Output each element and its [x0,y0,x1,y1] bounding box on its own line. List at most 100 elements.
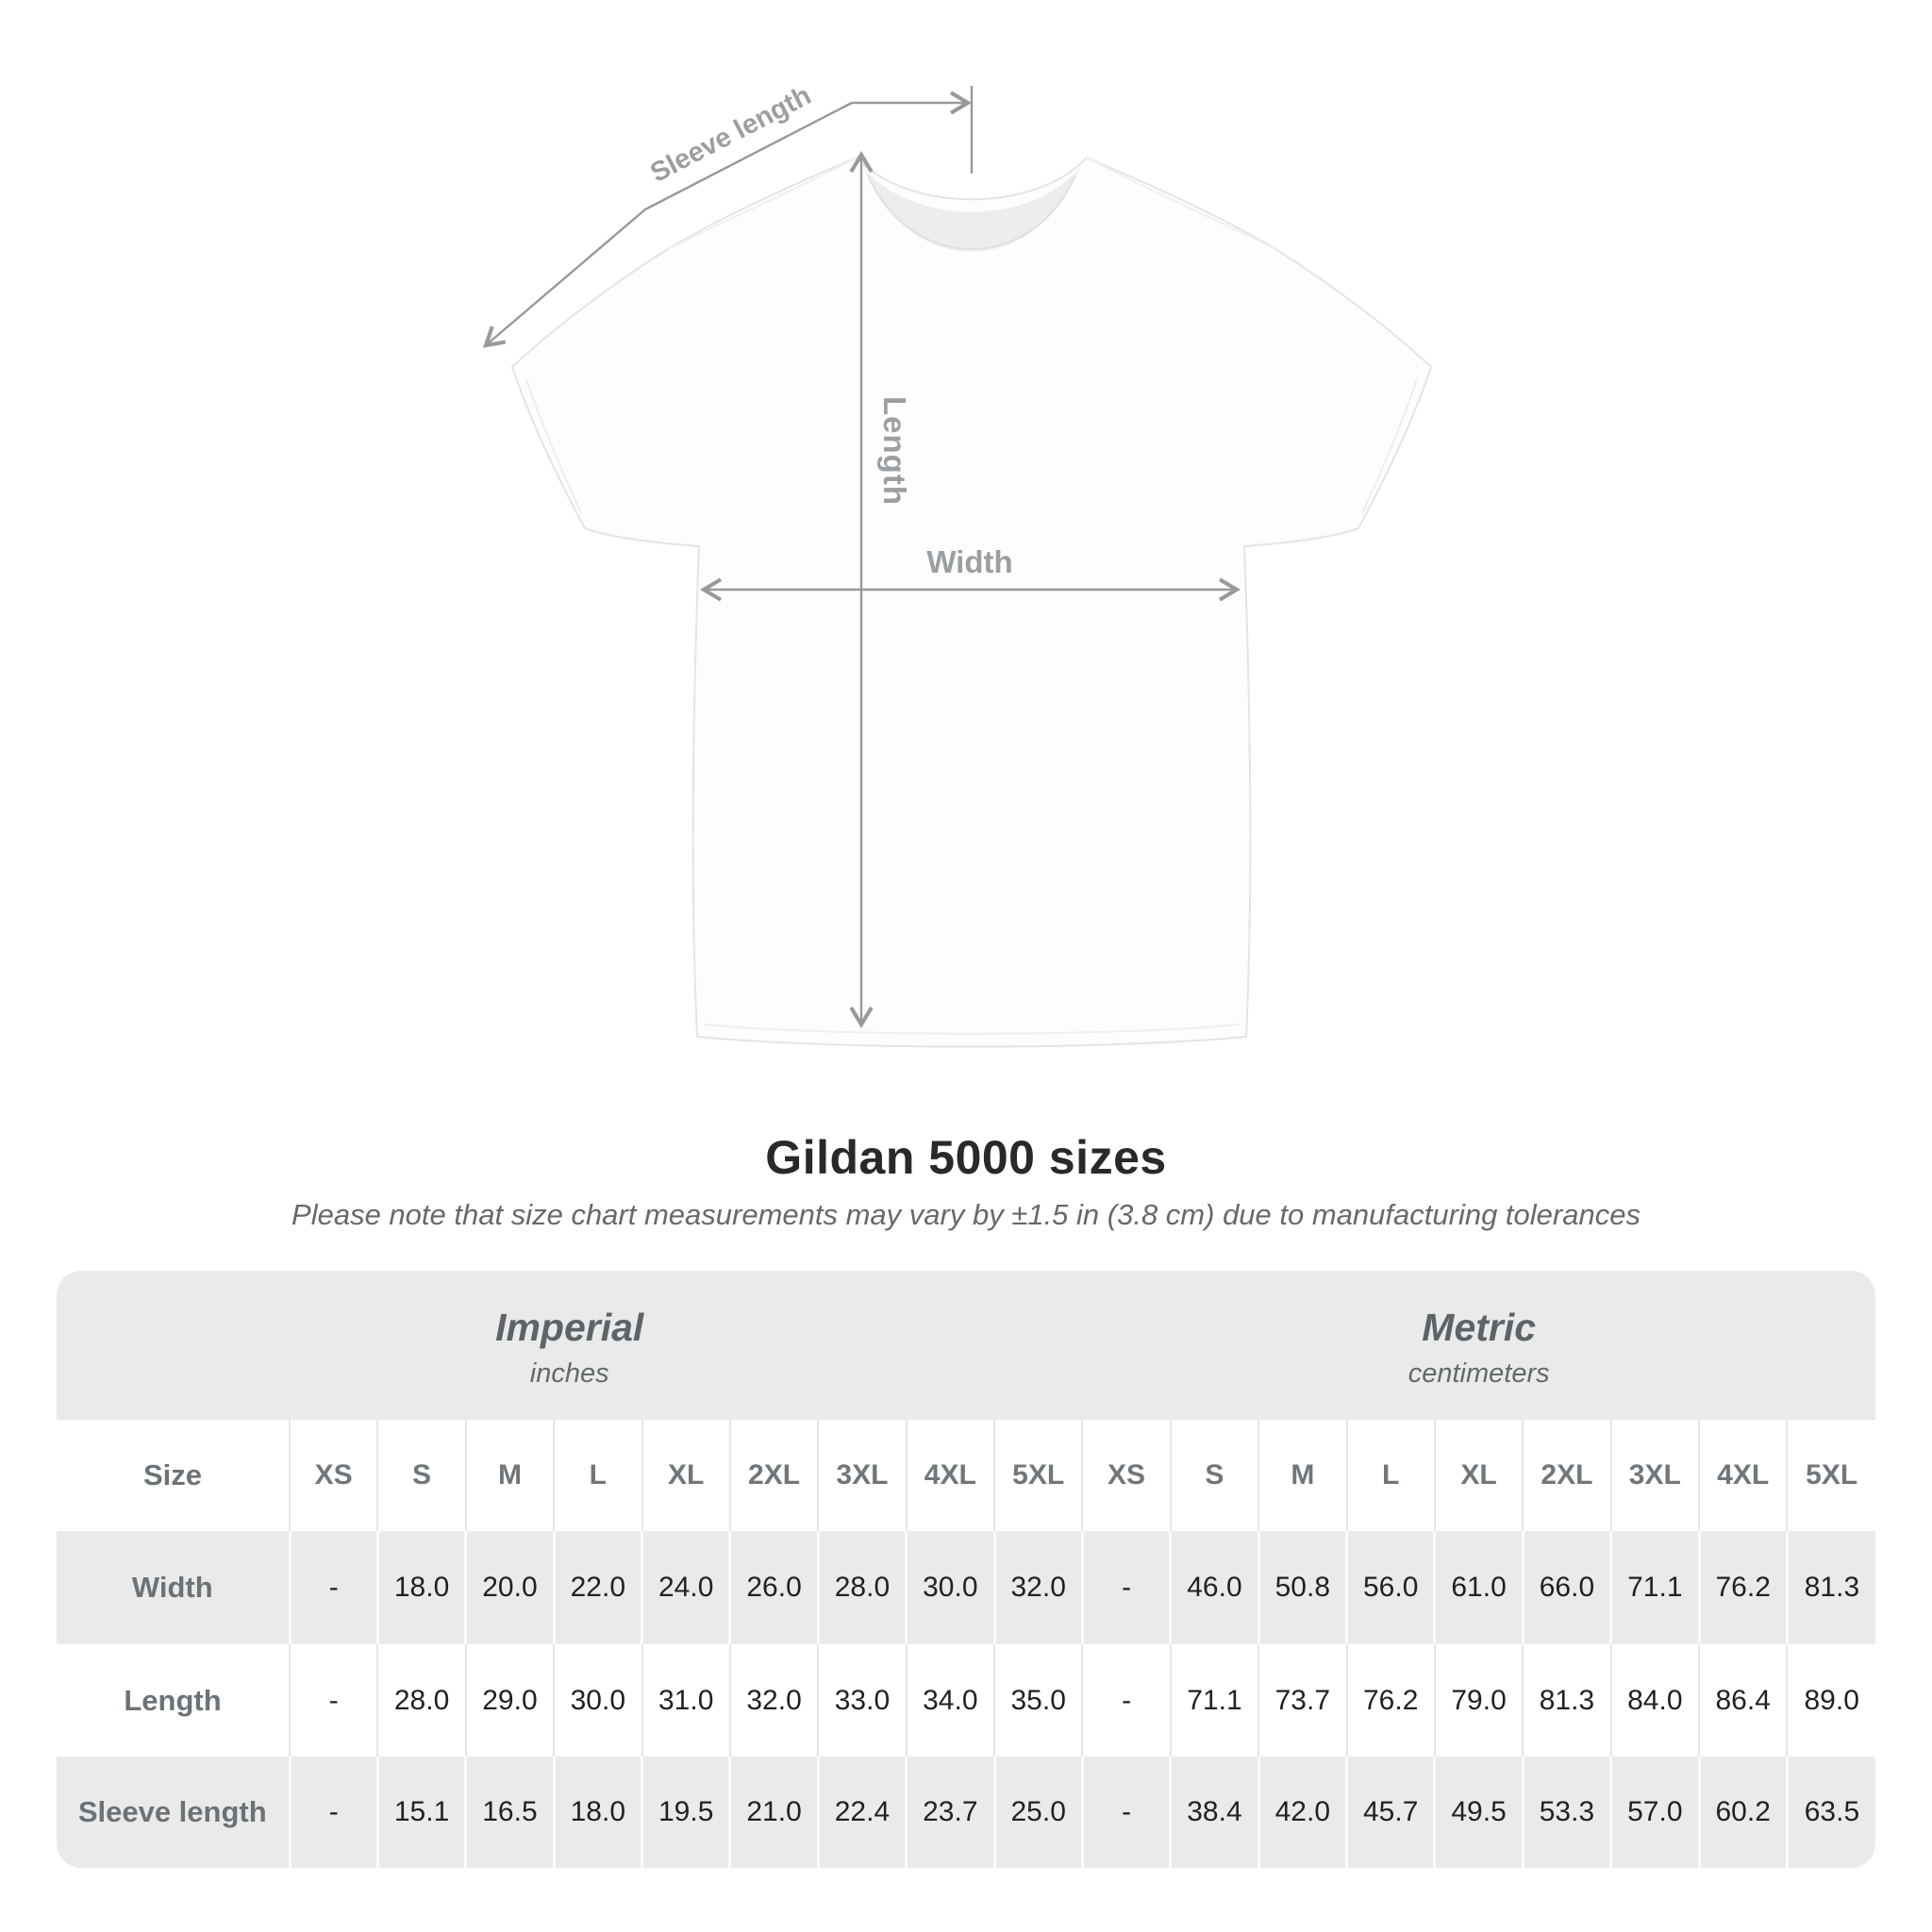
table-row-width: Width - 18.0 20.0 22.0 24.0 26.0 28.0 30… [57,1531,1875,1644]
size-column-header: 4XL [1697,1420,1788,1531]
shoulder-seam-right [1086,157,1276,250]
sleeve-length-arrow [482,91,972,348]
size-column-header: XS [288,1420,378,1531]
measurement-value: 71.1 [1169,1644,1259,1757]
page-title: Gildan 5000 sizes [765,1131,1167,1184]
metric-section-title: Metric [1422,1305,1537,1349]
table-row-sleeve-length: Sleeve length - 15.1 16.5 18.0 19.5 21.0… [57,1757,1875,1868]
measurement-value: 26.0 [728,1531,819,1644]
unit-section-row: Imperial inches Metric centimeters [57,1271,1875,1420]
measurement-value: - [288,1644,378,1757]
measurement-value: 76.2 [1697,1531,1788,1644]
measurement-value: 53.3 [1521,1757,1611,1868]
measurement-value: - [288,1531,378,1644]
measurement-value: 31.0 [641,1644,730,1757]
measurement-value: 86.4 [1697,1644,1788,1757]
measurement-value: 89.0 [1786,1644,1875,1757]
measurement-value: - [288,1757,378,1868]
size-column-header: XS [1081,1420,1171,1531]
measurement-value: 79.0 [1433,1644,1524,1757]
width-label: Width [926,544,1013,579]
measurement-value: 29.0 [464,1644,555,1757]
measurement-value: - [1080,1531,1171,1644]
measurement-value: 34.0 [905,1644,994,1757]
measurement-value: 28.0 [816,1531,907,1644]
measurement-value: 45.7 [1344,1757,1435,1868]
cuff-seam-left [525,378,582,514]
size-column-header: 5XL [1786,1420,1875,1531]
measurement-value: 18.0 [375,1531,466,1644]
size-header-row: Size XS S M L XL 2XL 3XL 4XL 5XL XS S M … [57,1420,1875,1531]
measurement-value: 38.4 [1169,1757,1259,1868]
measurement-value: 19.5 [640,1757,730,1868]
tshirt-body [510,156,1433,1048]
size-column-header: L [553,1420,642,1531]
measurement-value: 35.0 [992,1644,1083,1757]
length-label: Length [877,396,912,506]
size-column-header: S [1169,1420,1259,1531]
measurement-value: 81.3 [1522,1644,1611,1757]
metric-section-unit: centimeters [1407,1357,1550,1389]
imperial-section-header: Imperial inches [57,1271,1082,1420]
size-column-header: S [376,1420,466,1531]
measurement-value: 60.2 [1697,1757,1788,1868]
measurement-value: 50.8 [1257,1531,1347,1644]
measurement-value: - [1080,1757,1171,1868]
measurement-value: 71.1 [1609,1531,1699,1644]
measurement-value: 56.0 [1344,1531,1435,1644]
hem-seam [703,1024,1241,1035]
measurement-value: 20.0 [464,1531,555,1644]
measurement-value: 18.0 [552,1757,642,1868]
measurement-value: 32.0 [992,1531,1083,1644]
imperial-section-title: Imperial [495,1305,644,1349]
measurement-value: - [1081,1644,1171,1757]
measurement-value: 32.0 [728,1644,819,1757]
size-table: Imperial inches Metric centimeters Size … [57,1271,1875,1868]
measurement-value: 33.0 [817,1644,907,1757]
size-column-header: L [1345,1420,1435,1531]
size-table-panel: Imperial inches Metric centimeters Size … [57,1271,1875,1868]
measurement-value: 49.5 [1433,1757,1524,1868]
size-column-header: 3XL [1609,1420,1699,1531]
measurement-value: 81.3 [1785,1531,1875,1644]
size-column-header: 2XL [1522,1420,1611,1531]
size-column-header: XL [641,1420,730,1531]
table-row-length: Length - 28.0 29.0 30.0 31.0 32.0 33.0 3… [57,1644,1875,1757]
measurement-value: 23.7 [905,1757,994,1868]
measurement-value: 63.5 [1785,1757,1875,1868]
measurement-value: 16.5 [464,1757,555,1868]
measurement-value: 21.0 [728,1757,819,1868]
measurement-value: 22.0 [552,1531,642,1644]
measurement-value: 66.0 [1521,1531,1611,1644]
measurement-value: 73.7 [1257,1644,1347,1757]
size-column-header: 4XL [905,1420,994,1531]
measurement-value: 30.0 [553,1644,642,1757]
size-column-header: XL [1433,1420,1524,1531]
size-corner-header: Size [142,1458,203,1491]
measurement-value: 25.0 [992,1757,1083,1868]
measurement-value: 24.0 [640,1531,730,1644]
measurement-value: 28.0 [376,1644,466,1757]
measurement-value: 22.4 [816,1757,907,1868]
row-label: Width [131,1571,213,1604]
measurement-value: 84.0 [1609,1644,1699,1757]
size-column-header: M [464,1420,555,1531]
measurement-value: 46.0 [1169,1531,1259,1644]
measurement-value: 30.0 [905,1531,994,1644]
size-column-header: 3XL [817,1420,907,1531]
measurement-value: 15.1 [375,1757,466,1868]
size-column-header: M [1257,1420,1347,1531]
cuff-seam-right [1361,378,1418,514]
size-column-header: 5XL [992,1420,1083,1531]
metric-section-header: Metric centimeters [1082,1271,1875,1420]
measurement-value: 57.0 [1609,1757,1699,1868]
row-label: Length [124,1683,222,1717]
tolerance-note: Please note that size chart measurements… [291,1198,1641,1231]
row-label: Sleeve length [77,1795,267,1828]
size-column-header: 2XL [728,1420,819,1531]
measurement-value: 61.0 [1433,1531,1524,1644]
imperial-section-unit: inches [529,1357,609,1389]
measurement-value: 76.2 [1345,1644,1435,1757]
